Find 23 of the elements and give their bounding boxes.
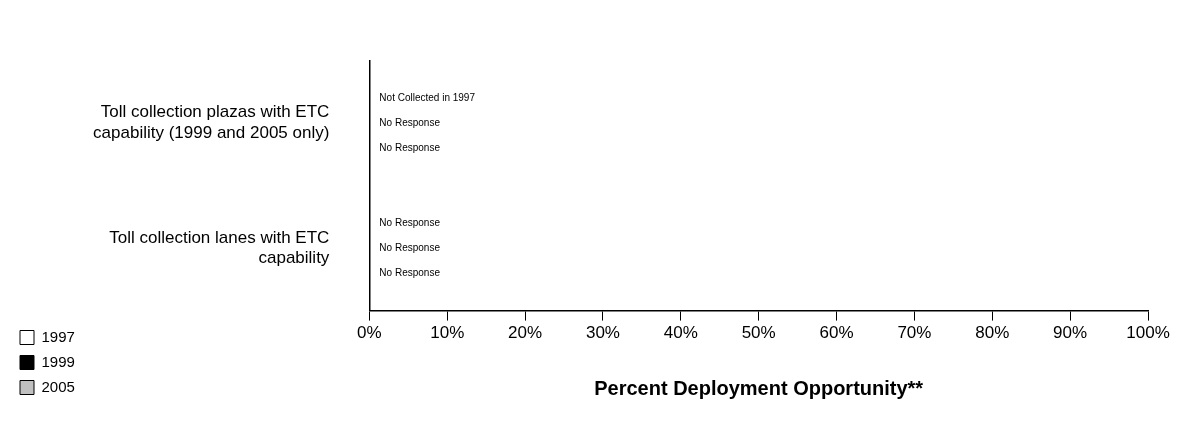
text: No Response [379, 266, 440, 278]
x-axis-title: Percent Deployment Opportunity** [594, 376, 924, 399]
x-tick-label: 10% [430, 323, 465, 343]
text: Not Collected in 1997 [379, 91, 475, 103]
y-tick-label: Toll collection lanes with ETC capability [109, 227, 330, 267]
text: No Response [379, 216, 440, 228]
text: No Response [379, 141, 440, 153]
x-tick-label: 70% [897, 323, 932, 343]
x-tick-label: 50% [741, 323, 776, 343]
text: No Response [379, 116, 440, 128]
x-tick-label: 80% [975, 323, 1010, 343]
y-tick-label: Toll collection plazas with ETC capability (1999 and 2005 only) [93, 102, 330, 142]
x-tick-label: 0% [357, 323, 382, 343]
x-tick-label: 40% [663, 323, 698, 343]
text: No Response [379, 241, 440, 253]
x-tick-label: 90% [1053, 323, 1088, 343]
x-tick-label: 100% [1126, 323, 1170, 343]
x-tick-label: 20% [508, 323, 543, 343]
legend-label: 1999 [41, 352, 75, 370]
x-tick-label: 30% [585, 323, 620, 343]
legend-label: 1997 [41, 327, 75, 345]
legend-label: 2005 [41, 377, 75, 395]
x-tick-label: 60% [819, 323, 854, 343]
